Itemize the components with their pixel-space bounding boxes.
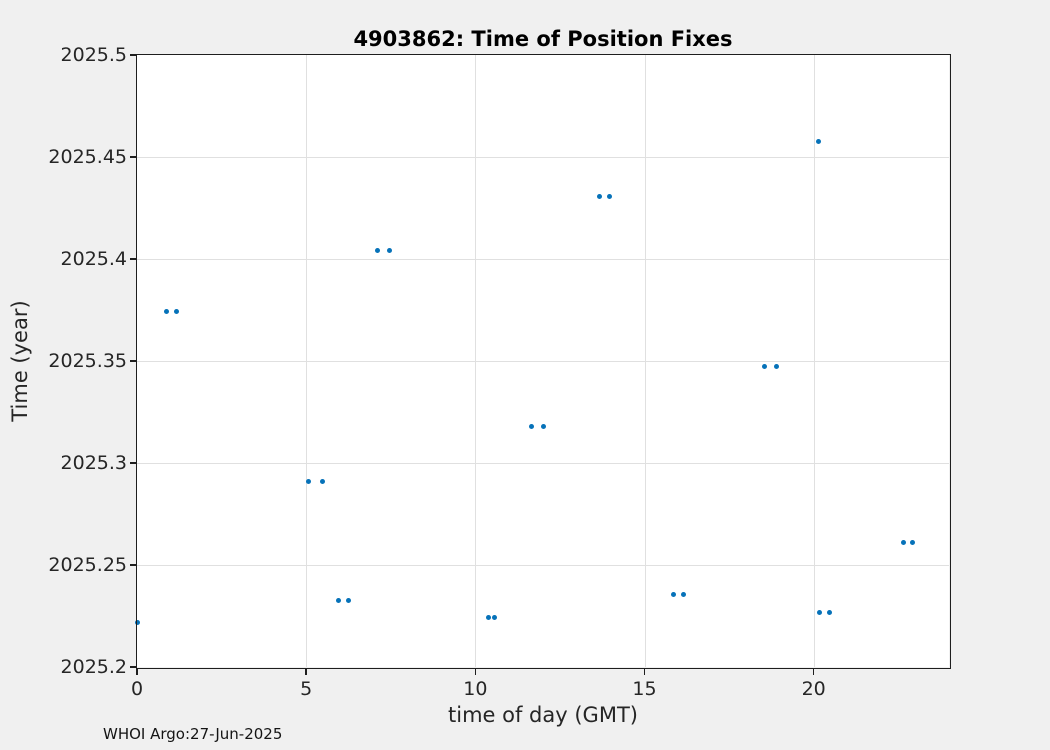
x-tick-label: 5 bbox=[300, 678, 313, 700]
data-point bbox=[540, 423, 546, 429]
y-tick-mark bbox=[129, 666, 136, 668]
data-point bbox=[815, 138, 821, 144]
footer-credit: WHOI Argo:27-Jun-2025 bbox=[103, 725, 283, 743]
data-point bbox=[826, 609, 832, 615]
y-gridline bbox=[137, 157, 949, 158]
data-point bbox=[607, 194, 613, 200]
y-tick-mark bbox=[129, 258, 136, 260]
y-tick-label: 2025.25 bbox=[48, 554, 127, 576]
y-tick-label: 2025.3 bbox=[60, 452, 127, 474]
x-tick-label: 15 bbox=[632, 678, 657, 700]
data-point bbox=[306, 479, 312, 485]
x-tick-mark bbox=[812, 668, 815, 675]
y-tick-label: 2025.5 bbox=[60, 44, 127, 66]
y-gridline bbox=[137, 463, 949, 464]
y-tick-label: 2025.2 bbox=[60, 656, 127, 678]
y-tick-mark bbox=[129, 564, 136, 566]
data-point bbox=[596, 194, 602, 200]
data-point bbox=[345, 598, 351, 604]
y-tick-mark bbox=[129, 54, 136, 56]
data-point bbox=[375, 247, 381, 253]
y-gridline bbox=[137, 565, 949, 566]
data-point bbox=[816, 609, 822, 615]
y-tick-label: 2025.4 bbox=[60, 248, 127, 270]
data-point bbox=[319, 479, 325, 485]
data-point bbox=[680, 592, 686, 598]
data-point bbox=[773, 364, 779, 370]
data-point bbox=[900, 540, 906, 546]
data-point bbox=[761, 364, 767, 370]
data-point bbox=[174, 308, 180, 314]
data-point bbox=[163, 308, 169, 314]
data-point bbox=[670, 592, 676, 598]
chart-title: 4903862: Time of Position Fixes bbox=[353, 27, 733, 51]
y-tick-mark bbox=[129, 462, 136, 464]
x-tick-label: 0 bbox=[130, 678, 144, 700]
x-tick-label: 10 bbox=[463, 678, 488, 700]
y-tick-label: 2025.35 bbox=[48, 350, 127, 372]
x-tick-mark bbox=[136, 668, 138, 675]
y-tick-mark bbox=[129, 156, 136, 158]
data-point bbox=[528, 423, 534, 429]
x-tick-mark bbox=[305, 668, 307, 675]
data-point bbox=[336, 598, 342, 604]
data-point bbox=[134, 620, 140, 626]
x-tick-label: 20 bbox=[801, 678, 826, 700]
data-point bbox=[485, 614, 491, 620]
x-axis-label: time of day (GMT) bbox=[448, 703, 638, 727]
y-gridline bbox=[137, 259, 949, 260]
x-tick-mark bbox=[643, 668, 646, 675]
y-tick-mark bbox=[129, 360, 136, 362]
data-point bbox=[386, 247, 392, 253]
y-tick-label: 2025.45 bbox=[48, 146, 127, 168]
data-point bbox=[492, 614, 498, 620]
x-tick-mark bbox=[474, 668, 477, 675]
y-gridline bbox=[137, 361, 949, 362]
data-point bbox=[909, 540, 915, 546]
y-axis-label: Time (year) bbox=[8, 300, 32, 422]
